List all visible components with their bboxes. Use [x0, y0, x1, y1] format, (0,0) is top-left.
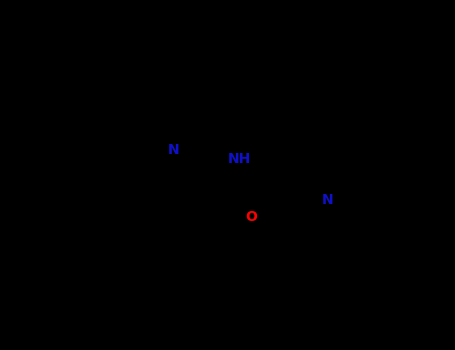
Text: O: O — [245, 210, 257, 224]
Text: N: N — [322, 193, 334, 206]
Text: NH: NH — [228, 152, 251, 166]
Text: N: N — [168, 144, 180, 158]
